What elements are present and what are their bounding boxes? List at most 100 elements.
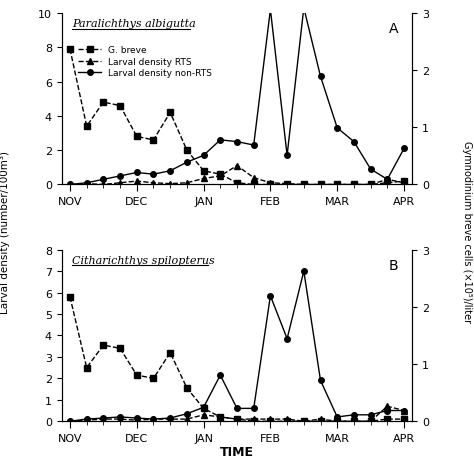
G. breve	[234, 181, 240, 186]
Larval density non-RTS	[334, 126, 340, 131]
Larval density RTS	[234, 416, 240, 422]
Larval density RTS	[84, 181, 90, 187]
Larval density RTS	[184, 181, 190, 186]
Line: Larval density non-RTS: Larval density non-RTS	[67, 6, 407, 188]
Text: Citharichthys spilopterus: Citharichthys spilopterus	[72, 255, 215, 265]
Larval density RTS	[267, 181, 273, 186]
Larval density non-RTS	[368, 412, 374, 418]
Larval density non-RTS	[251, 143, 256, 149]
Larval density RTS	[351, 182, 357, 188]
G. breve	[318, 182, 323, 188]
Larval density non-RTS	[368, 167, 374, 172]
Larval density RTS	[67, 182, 73, 188]
Larval density RTS	[401, 181, 407, 186]
Text: A: A	[389, 22, 398, 37]
Line: G. breve: G. breve	[67, 47, 407, 188]
Larval density non-RTS	[267, 294, 273, 299]
G. breve	[84, 365, 90, 370]
Larval density RTS	[318, 182, 323, 188]
Larval density non-RTS	[384, 177, 390, 183]
G. breve	[334, 419, 340, 424]
Larval density non-RTS	[318, 75, 323, 80]
G. breve	[267, 182, 273, 188]
Larval density RTS	[251, 416, 256, 422]
G. breve	[334, 182, 340, 188]
G. breve	[151, 138, 156, 144]
G. breve	[284, 419, 290, 424]
Larval density RTS	[384, 177, 390, 183]
Larval density RTS	[334, 182, 340, 188]
G. breve	[201, 169, 207, 174]
Line: Larval density non-RTS: Larval density non-RTS	[67, 269, 407, 424]
Larval density RTS	[134, 418, 140, 423]
G. breve	[351, 419, 357, 424]
G. breve	[67, 294, 73, 300]
G. breve	[234, 416, 240, 422]
Larval density non-RTS	[117, 414, 123, 420]
G. breve	[368, 419, 374, 424]
Larval density non-RTS	[201, 153, 207, 159]
Larval density non-RTS	[100, 415, 106, 421]
Line: Larval density RTS: Larval density RTS	[67, 404, 407, 424]
Larval density non-RTS	[67, 419, 73, 424]
Larval density non-RTS	[67, 182, 73, 188]
Larval density RTS	[117, 181, 123, 186]
G. breve	[284, 182, 290, 188]
Larval density non-RTS	[351, 412, 357, 418]
Larval density RTS	[351, 419, 357, 424]
Larval density non-RTS	[218, 138, 223, 144]
G. breve	[218, 414, 223, 420]
Larval density RTS	[134, 179, 140, 184]
G. breve	[151, 376, 156, 382]
Larval density non-RTS	[184, 411, 190, 417]
Larval density RTS	[218, 414, 223, 420]
G. breve	[301, 182, 307, 188]
Larval density RTS	[184, 416, 190, 422]
Larval density non-RTS	[284, 153, 290, 159]
G. breve	[267, 419, 273, 424]
Larval density non-RTS	[251, 406, 256, 411]
G. breve	[201, 406, 207, 411]
G. breve	[84, 124, 90, 130]
Larval density RTS	[384, 404, 390, 409]
G. breve	[167, 110, 173, 116]
G. breve	[384, 416, 390, 422]
Text: Paralichthys albigutta: Paralichthys albigutta	[72, 19, 196, 29]
Larval density RTS	[218, 174, 223, 179]
G. breve	[401, 179, 407, 184]
Line: Larval density RTS: Larval density RTS	[67, 163, 407, 188]
Larval density RTS	[117, 416, 123, 422]
Larval density RTS	[318, 416, 323, 422]
Text: B: B	[389, 259, 398, 273]
G. breve	[184, 385, 190, 391]
Larval density RTS	[201, 412, 207, 418]
Larval density non-RTS	[201, 405, 207, 410]
Larval density non-RTS	[384, 408, 390, 413]
Larval density RTS	[267, 416, 273, 422]
Larval density RTS	[67, 419, 73, 424]
Larval density non-RTS	[401, 146, 407, 152]
Larval density non-RTS	[184, 160, 190, 166]
Text: TIME: TIME	[220, 445, 254, 458]
Larval density non-RTS	[134, 415, 140, 421]
Text: Larval density (number/100m³): Larval density (number/100m³)	[0, 150, 10, 313]
Larval density non-RTS	[284, 336, 290, 342]
Line: G. breve: G. breve	[67, 294, 407, 424]
Larval density non-RTS	[301, 269, 307, 274]
Larval density non-RTS	[134, 170, 140, 176]
Text: Gymnodinium breve cells (×10⁵)/liter: Gymnodinium breve cells (×10⁵)/liter	[462, 141, 472, 322]
Larval density non-RTS	[301, 6, 307, 12]
Larval density non-RTS	[117, 174, 123, 179]
Larval density RTS	[100, 416, 106, 422]
Larval density RTS	[167, 416, 173, 422]
Legend: G. breve, Larval density RTS, Larval density non-RTS: G. breve, Larval density RTS, Larval den…	[77, 44, 214, 80]
G. breve	[117, 346, 123, 351]
G. breve	[251, 419, 256, 424]
Larval density RTS	[301, 182, 307, 188]
G. breve	[251, 182, 256, 188]
Larval density RTS	[401, 408, 407, 413]
Larval density non-RTS	[351, 139, 357, 145]
Larval density non-RTS	[151, 416, 156, 422]
Larval density RTS	[284, 181, 290, 187]
Larval density RTS	[368, 182, 374, 188]
